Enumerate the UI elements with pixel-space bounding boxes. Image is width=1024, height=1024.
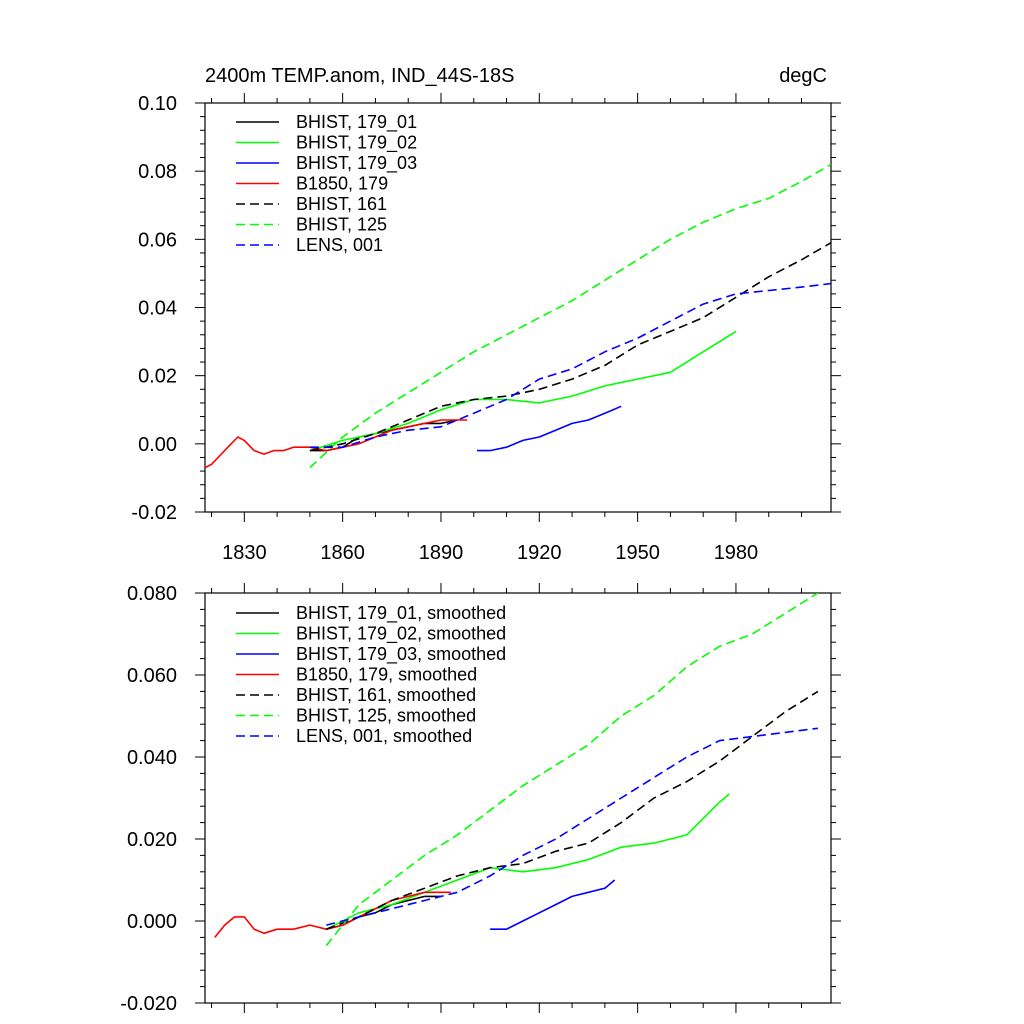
series-group bbox=[214, 593, 819, 947]
y-tick-label: 0.06 bbox=[138, 229, 177, 251]
y-tick-label: 0.060 bbox=[127, 665, 177, 687]
series-line bbox=[326, 690, 819, 930]
x-tick-label: 1950 bbox=[615, 542, 660, 564]
series-line bbox=[325, 593, 819, 947]
legend-label: BHIST, 161 bbox=[296, 194, 387, 214]
legend-label: BHIST, 179_03 bbox=[296, 153, 417, 174]
y-tick-label: 0.10 bbox=[138, 93, 177, 115]
series-line bbox=[214, 891, 451, 938]
series-line bbox=[309, 163, 831, 469]
legend-label: BHIST, 179_02 bbox=[296, 133, 417, 154]
x-tick-label: 1920 bbox=[517, 542, 562, 564]
series-line bbox=[205, 419, 468, 469]
series-line bbox=[309, 330, 737, 452]
x-tick-label: 1890 bbox=[419, 542, 464, 564]
y-tick-label: 0.00 bbox=[138, 434, 177, 456]
plot-frame bbox=[204, 592, 832, 1004]
legend-label: B1850, 179 bbox=[296, 174, 388, 194]
y-tick-label: 0.080 bbox=[127, 583, 177, 605]
y-tick-label: 0.040 bbox=[127, 747, 177, 769]
series-line bbox=[309, 282, 831, 448]
legend-label: BHIST, 125 bbox=[296, 215, 387, 235]
legend-label: BHIST, 179_01, smoothed bbox=[296, 603, 506, 624]
y-tick-label: 0.000 bbox=[127, 911, 177, 933]
series-group bbox=[205, 163, 831, 469]
y-tick-label: -0.02 bbox=[131, 502, 177, 524]
y-tick-label: -0.020 bbox=[120, 993, 177, 1015]
legend-label: BHIST, 179_01 bbox=[296, 112, 417, 133]
x-tick-label: 1860 bbox=[320, 542, 365, 564]
y-tick-label: 0.08 bbox=[138, 161, 177, 183]
series-line bbox=[309, 242, 831, 452]
y-tick-label: 0.02 bbox=[138, 366, 177, 388]
series-line bbox=[326, 727, 818, 926]
legend-label: B1850, 179, smoothed bbox=[296, 665, 477, 685]
x-tick-label: 1980 bbox=[714, 542, 759, 564]
chart-panel-1: 1830 1860 1890 1920 1950 1980 -0.02 0.00 0.02 0.0… bbox=[131, 65, 841, 564]
legend-label: LENS, 001 bbox=[296, 235, 383, 255]
legend-label: BHIST, 179_02, smoothed bbox=[296, 624, 506, 645]
units-label: degC bbox=[779, 65, 827, 87]
series-line bbox=[490, 879, 616, 930]
legend-label: BHIST, 161, smoothed bbox=[296, 685, 476, 705]
series-line bbox=[325, 793, 730, 930]
legend-label: BHIST, 179_03, smoothed bbox=[296, 644, 506, 665]
legend-label: BHIST, 125, smoothed bbox=[296, 706, 476, 726]
chart-panel-2: -0.020 0.000 0.020 0.040 0.060 0.080 BHIST, 17… bbox=[120, 583, 841, 1015]
chart-title: 2400m TEMP.anom, IND_44S-18S bbox=[205, 65, 514, 87]
y-tick-label: 0.04 bbox=[138, 298, 177, 320]
series-line bbox=[477, 405, 622, 452]
x-tick-label: 1830 bbox=[222, 542, 267, 564]
y-tick-label: 0.020 bbox=[127, 829, 177, 851]
legend-label: LENS, 001, smoothed bbox=[296, 726, 472, 746]
